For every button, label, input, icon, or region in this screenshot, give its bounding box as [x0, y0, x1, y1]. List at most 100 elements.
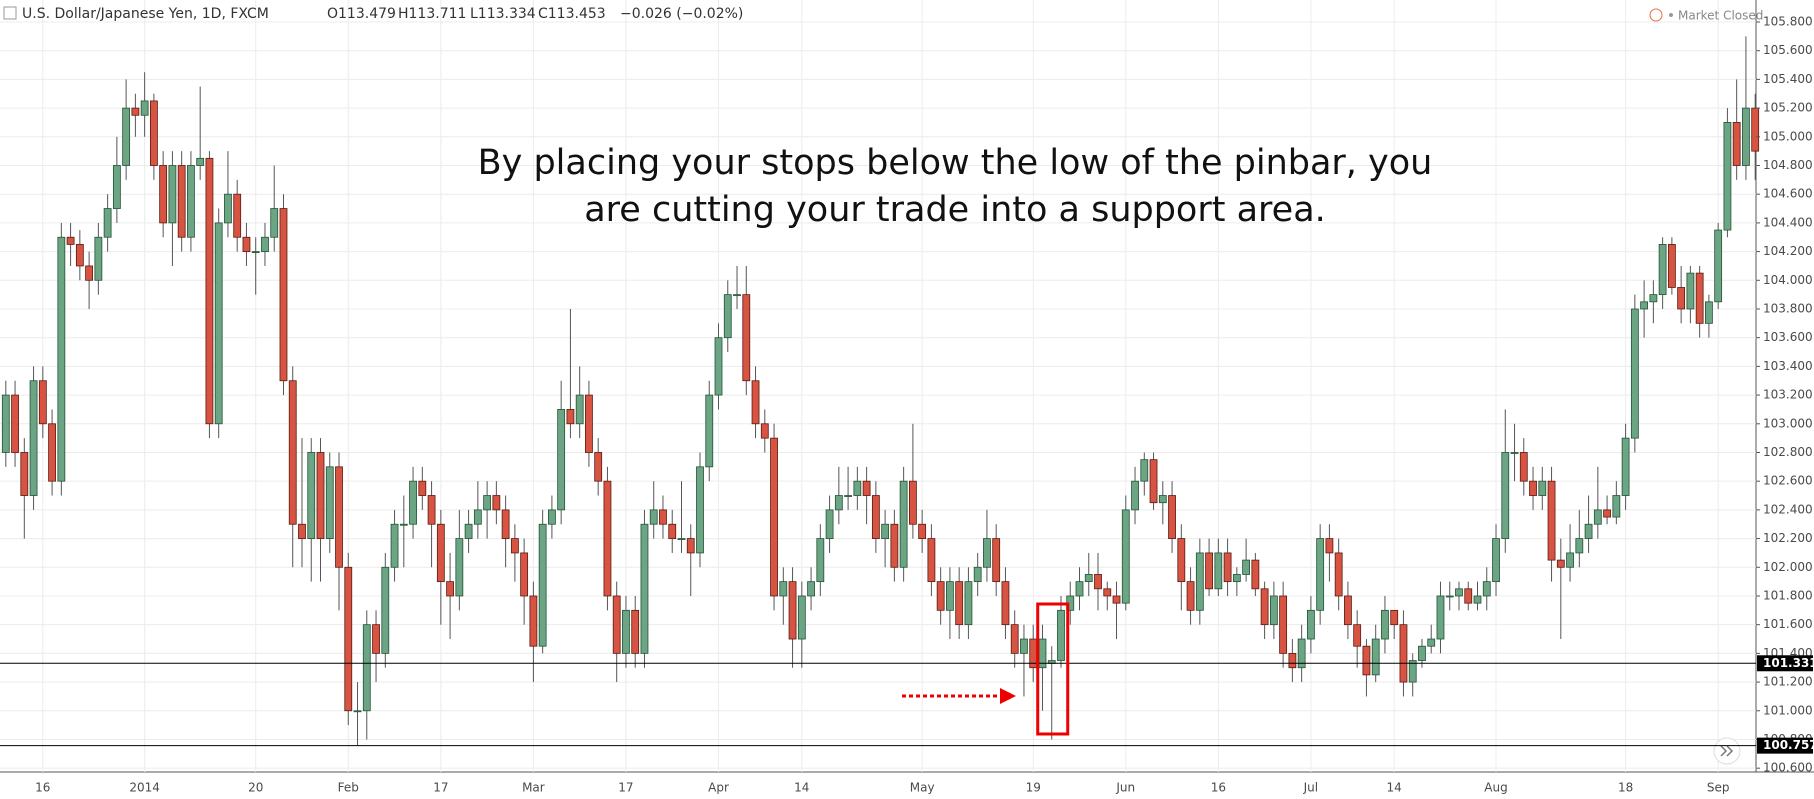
y-tick-label: 104.400	[1763, 215, 1813, 229]
y-tick-label: 101.000	[1763, 703, 1813, 717]
ohlc-open: O113.479	[327, 6, 396, 22]
candle-body	[797, 595, 806, 640]
candle-body	[1714, 229, 1723, 303]
candle-body	[427, 495, 436, 525]
status-icon	[1649, 8, 1663, 22]
candle-body	[510, 538, 519, 554]
candle-body	[1482, 581, 1491, 597]
candle-body	[29, 380, 38, 496]
candle-body	[224, 193, 232, 224]
y-tick-label: 103.800	[1763, 301, 1813, 315]
candle-body	[1140, 459, 1149, 482]
candle-body	[233, 193, 242, 238]
candle-body	[492, 495, 501, 511]
candle-body	[409, 480, 417, 525]
scroll-button[interactable]	[1713, 737, 1741, 765]
candle-body	[659, 509, 667, 525]
candle-body	[85, 265, 94, 281]
candle-body	[1593, 509, 1602, 525]
candle-body	[1158, 495, 1167, 504]
candle-body	[483, 495, 492, 511]
candle-body	[1057, 609, 1065, 661]
candle-body	[288, 380, 297, 525]
candle-body	[881, 523, 890, 539]
candle-body	[1186, 581, 1195, 611]
candle-body	[159, 165, 168, 224]
candle-body	[1695, 272, 1704, 324]
candle-body	[168, 165, 177, 224]
candle-body	[705, 394, 714, 468]
candles	[1, 36, 1760, 746]
candle-body	[1195, 552, 1204, 611]
candle-body	[1501, 452, 1510, 539]
x-tick-label: Apr	[708, 781, 729, 795]
candle-body	[66, 236, 75, 245]
candle-body	[1390, 609, 1399, 626]
candle-body	[1705, 301, 1713, 324]
candle-body	[353, 710, 362, 713]
candle-body	[501, 509, 510, 539]
candle-body	[1547, 480, 1556, 561]
candle-body	[538, 523, 547, 647]
candle-body	[261, 236, 269, 252]
candle-body	[103, 208, 112, 238]
arrow-head	[1000, 688, 1016, 704]
candle-body	[1529, 480, 1537, 496]
candle-body	[1020, 638, 1028, 654]
x-tick-label: Sep	[1707, 781, 1730, 795]
candle-body	[1251, 559, 1260, 590]
candle-body	[1232, 574, 1241, 583]
y-tick-label: 101.800	[1763, 588, 1813, 602]
x-tick-label: 17	[433, 781, 448, 795]
candle-body	[1306, 609, 1315, 640]
candle-body	[1418, 645, 1426, 661]
candle-body	[205, 157, 214, 425]
price-label: 101.331	[1763, 656, 1814, 670]
candle-body	[1658, 244, 1667, 296]
candle-body	[686, 538, 695, 554]
y-tick-label: 102.400	[1763, 502, 1813, 516]
candle-body	[1084, 574, 1093, 583]
candle-body	[196, 157, 205, 166]
candle-body	[1288, 652, 1297, 669]
y-tick-label: 101.600	[1763, 617, 1813, 631]
candle-body	[1214, 552, 1223, 590]
candle-body	[649, 509, 658, 525]
candle-body	[1325, 538, 1334, 554]
candle-body	[1223, 552, 1232, 583]
y-tick-label: 100.600	[1763, 761, 1813, 775]
candle-body	[983, 538, 991, 568]
candle-body	[1121, 509, 1130, 604]
candle-body	[1344, 595, 1352, 626]
candle-body	[1, 394, 10, 453]
candle-body	[1408, 660, 1417, 683]
highlight-box	[1036, 602, 1070, 736]
candle-body	[1205, 552, 1213, 590]
candle-body	[1575, 538, 1584, 554]
ohlc-close: C113.453	[538, 6, 606, 22]
x-tick-label: 2014	[129, 781, 160, 795]
candle-body	[455, 538, 464, 597]
candle-body	[446, 581, 454, 597]
candle-body	[853, 480, 862, 496]
x-tick-label: Aug	[1484, 781, 1507, 795]
candle-body	[94, 236, 103, 281]
candle-body	[779, 581, 788, 597]
candle-body	[1242, 559, 1251, 575]
candle-body	[927, 538, 936, 583]
candle-body	[57, 236, 66, 482]
candle-body	[1075, 581, 1084, 597]
candle-body	[279, 208, 288, 382]
candle-body	[1269, 595, 1278, 626]
candle-body	[964, 581, 973, 626]
y-tick-label: 105.200	[1763, 101, 1813, 115]
candle-body	[1584, 523, 1593, 539]
candle-body	[1112, 595, 1121, 604]
candle-body	[140, 100, 149, 116]
candle-body	[696, 466, 704, 554]
candle-body	[1094, 574, 1102, 590]
y-tick-label: 103.600	[1763, 330, 1813, 344]
scroll-button-icon[interactable]	[1720, 745, 1734, 757]
